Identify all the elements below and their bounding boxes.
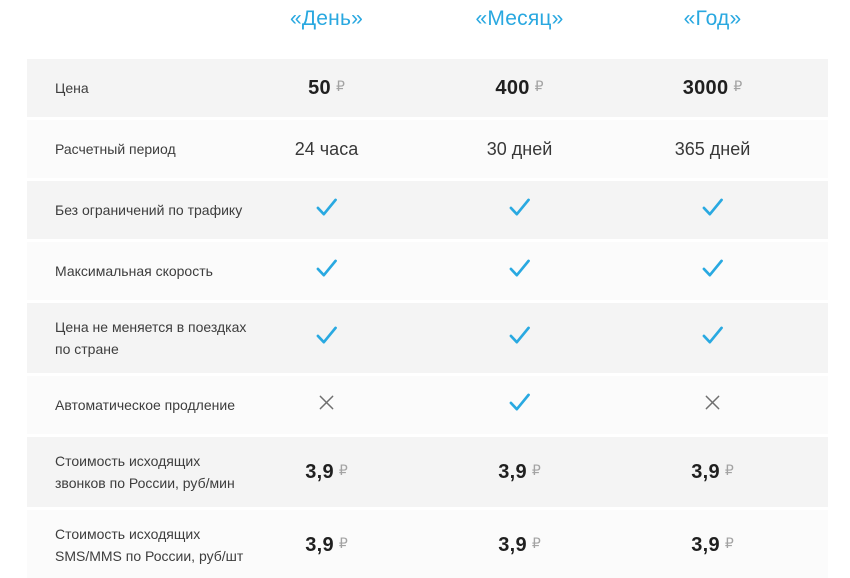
table-row: Стоимость исходящих SMS/MMS по России, р… — [27, 510, 828, 578]
feature-value-cell — [616, 197, 809, 223]
ruble-sign: ₽ — [338, 535, 348, 552]
text-value-cell: 30 дней — [423, 139, 616, 160]
table-row: Автоматическое продление — [27, 376, 828, 434]
check-icon — [508, 258, 531, 279]
text-value: 24 часа — [294, 138, 359, 159]
feature-value-cell — [616, 258, 809, 284]
check-icon — [508, 392, 531, 413]
feature-value-cell — [230, 325, 423, 351]
price-number: 3,9 — [498, 533, 527, 556]
text-value-cell: 365 дней — [616, 139, 809, 160]
ruble-sign: ₽ — [724, 462, 734, 479]
ruble-sign: ₽ — [531, 462, 541, 479]
check-icon — [701, 258, 724, 279]
row-label-cell: Без ограничений по трафику — [27, 199, 242, 221]
price-number: 3000 — [682, 76, 729, 99]
price-number: 400 — [495, 76, 530, 99]
row-label: Максимальная скорость — [55, 263, 213, 279]
price-number: 3,9 — [691, 460, 720, 483]
price-value-cell: 50 ₽ — [230, 77, 423, 100]
row-label-cell: Автоматическое продление — [27, 394, 235, 416]
price-value-cell: 3,9 ₽ — [423, 534, 616, 557]
check-icon — [315, 197, 338, 218]
ruble-sign: ₽ — [724, 535, 734, 552]
row-label: Стоимость исходящих звонков по России, р… — [55, 453, 235, 491]
row-label-cell: Стоимость исходящих SMS/MMS по России, р… — [27, 523, 243, 567]
table-row: Без ограничений по трафику — [27, 181, 828, 239]
row-label: Цена — [55, 80, 89, 96]
row-label-cell: Расчетный период — [27, 138, 230, 160]
price-number: 3,9 — [305, 460, 334, 483]
feature-value-cell — [616, 325, 809, 351]
check-icon — [701, 325, 724, 346]
price-value-cell: 3,9 ₽ — [616, 461, 809, 484]
table-row: Максимальная скорость — [27, 242, 828, 300]
feature-value-cell — [423, 258, 616, 284]
row-label-cell: Стоимость исходящих звонков по России, р… — [27, 450, 235, 494]
row-label-cell: Цена — [27, 77, 230, 99]
table-row: Цена 50 ₽400 ₽3000 ₽ — [27, 59, 828, 117]
feature-value-cell — [423, 392, 616, 418]
price-number: 3,9 — [305, 533, 334, 556]
table-body: Цена 50 ₽400 ₽3000 ₽ Расчетный период 24 часа 3… — [27, 59, 828, 578]
check-icon — [315, 258, 338, 279]
price-number: 3,9 — [498, 460, 527, 483]
price-value-cell: 3000 ₽ — [616, 77, 809, 100]
table-row: Цена не меняется в поездках по стране — [27, 303, 828, 373]
feature-value-cell — [423, 325, 616, 351]
feature-value-cell — [230, 394, 423, 416]
price-value-cell: 3,9 ₽ — [230, 534, 423, 557]
check-icon — [315, 325, 338, 346]
ruble-sign: ₽ — [733, 78, 743, 95]
table-header: «День» «Месяц» «Год» — [27, 0, 828, 59]
ruble-sign: ₽ — [338, 462, 348, 479]
check-icon — [508, 197, 531, 218]
table-row: Расчетный период 24 часа 30 дней 365 дней — [27, 120, 828, 178]
feature-value-cell — [230, 258, 423, 284]
plan-column-year: «Год» — [683, 7, 742, 30]
text-value: 30 дней — [486, 138, 553, 159]
ruble-sign: ₽ — [534, 78, 544, 95]
plan-column-month: «Месяц» — [475, 7, 564, 30]
check-icon — [701, 197, 724, 218]
row-label-cell: Цена не меняется в поездках по стране — [27, 316, 246, 360]
price-value-cell: 400 ₽ — [423, 77, 616, 100]
check-icon — [508, 325, 531, 346]
feature-value-cell — [616, 394, 809, 416]
cross-icon — [704, 394, 721, 411]
row-label: Без ограничений по трафику — [55, 202, 243, 218]
price-number: 50 — [308, 76, 331, 99]
price-value-cell: 3,9 ₽ — [230, 461, 423, 484]
row-label: Цена не меняется в поездках по стране — [55, 319, 247, 357]
ruble-sign: ₽ — [335, 78, 345, 95]
row-label: Стоимость исходящих SMS/MMS по России, р… — [55, 526, 244, 564]
price-value-cell: 3,9 ₽ — [423, 461, 616, 484]
price-value-cell: 3,9 ₽ — [616, 534, 809, 557]
plan-column-day: «День» — [290, 7, 363, 30]
row-label: Автоматическое продление — [55, 397, 235, 413]
row-label-cell: Максимальная скорость — [27, 260, 230, 282]
tariff-comparison-table: «День» «Месяц» «Год» Цена 50 ₽400 ₽3000 ₽ Рас… — [27, 0, 828, 578]
text-value-cell: 24 часа — [230, 139, 423, 160]
price-number: 3,9 — [691, 533, 720, 556]
row-label: Расчетный период — [55, 141, 176, 157]
feature-value-cell — [230, 197, 423, 223]
ruble-sign: ₽ — [531, 535, 541, 552]
table-row: Стоимость исходящих звонков по России, р… — [27, 437, 828, 507]
feature-value-cell — [423, 197, 616, 223]
text-value: 365 дней — [674, 138, 751, 159]
cross-icon — [318, 394, 335, 411]
